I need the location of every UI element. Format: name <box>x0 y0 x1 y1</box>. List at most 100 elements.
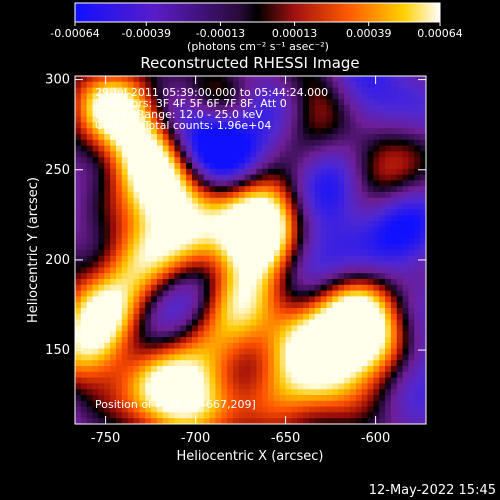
heatmap-cell <box>75 319 82 326</box>
heatmap-cell <box>145 279 152 286</box>
heatmap-cell <box>385 203 392 210</box>
heatmap-cell <box>168 174 176 181</box>
heatmap-cell <box>414 296 421 303</box>
heatmap-cell <box>174 163 181 170</box>
heatmap-cell <box>390 215 398 222</box>
heatmap-cell <box>297 319 304 326</box>
heatmap-cell <box>192 197 199 205</box>
heatmap-cell <box>86 157 94 164</box>
heatmap-cell <box>355 290 363 297</box>
heatmap-cell <box>332 105 339 112</box>
heatmap-cell <box>256 128 263 135</box>
heatmap-cell <box>297 151 304 158</box>
heatmap-cell <box>367 76 374 83</box>
heatmap-cell <box>186 226 193 234</box>
heatmap-cell <box>203 325 211 332</box>
heatmap-cell <box>75 255 82 263</box>
heatmap-cell <box>367 192 374 199</box>
heatmap-cell <box>373 284 380 292</box>
heatmap-cell <box>262 360 269 367</box>
heatmap-cell <box>344 337 351 344</box>
heatmap-cell <box>139 215 146 222</box>
heatmap-cell <box>92 325 99 332</box>
heatmap-cell <box>373 232 380 239</box>
heatmap-cell <box>110 180 117 187</box>
heatmap-cell <box>349 348 357 355</box>
heatmap-cell <box>192 163 199 170</box>
heatmap-cell <box>168 383 176 390</box>
heatmap-cell <box>75 209 82 216</box>
heatmap-cell <box>244 232 252 239</box>
heatmap-cell <box>238 116 246 123</box>
heatmap-cell <box>297 383 304 390</box>
heatmap-cell <box>180 296 187 303</box>
heatmap-cell <box>420 290 426 297</box>
heatmap-cell <box>115 99 123 106</box>
heatmap-cell <box>385 406 392 413</box>
heatmap-cell <box>75 116 82 123</box>
heatmap-cell <box>320 290 328 297</box>
heatmap-cell <box>279 93 287 100</box>
heatmap-cell <box>402 296 410 303</box>
heatmap-cell <box>320 76 328 83</box>
heatmap-cell <box>98 279 105 286</box>
heatmap-cell <box>338 221 345 228</box>
heatmap-cell <box>92 395 99 402</box>
heatmap-cell <box>86 99 94 106</box>
heatmap-cell <box>133 99 140 106</box>
heatmap-cell <box>121 226 129 234</box>
heatmap-cell <box>279 186 287 193</box>
heatmap-cell <box>238 197 246 205</box>
heatmap-cell <box>361 168 369 176</box>
heatmap-cell <box>349 366 357 373</box>
heatmap-cell <box>186 273 193 280</box>
heatmap-cell <box>355 186 363 193</box>
heatmap-cell <box>268 406 275 413</box>
heatmap-cell <box>408 308 415 315</box>
heatmap-cell <box>373 261 380 268</box>
heatmap-cell <box>98 296 105 303</box>
heatmap-cell <box>320 192 328 199</box>
heatmap-cell <box>192 261 199 268</box>
heatmap-cell <box>320 279 328 286</box>
heatmap-cell <box>408 93 415 100</box>
heatmap-cell <box>250 354 257 361</box>
heatmap-cell <box>232 337 240 344</box>
heatmap-cell <box>104 267 111 274</box>
heatmap-cell <box>385 255 392 263</box>
heatmap-cell <box>291 151 298 158</box>
heatmap-cell <box>326 238 333 245</box>
heatmap-cell <box>285 383 293 390</box>
heatmap-cell <box>297 134 304 141</box>
heatmap-cell <box>309 313 316 321</box>
heatmap-cell <box>75 267 82 274</box>
heatmap-cell <box>209 371 216 379</box>
heatmap-cell <box>110 331 117 338</box>
heatmap-cell <box>303 105 310 112</box>
heatmap-cell <box>110 203 117 210</box>
heatmap-cell <box>268 116 275 123</box>
heatmap-cell <box>385 313 392 321</box>
heatmap-cell <box>232 81 240 89</box>
heatmap-cell <box>121 157 129 164</box>
heatmap-cell <box>145 290 152 297</box>
heatmap-cell <box>338 209 345 216</box>
heatmap-cell <box>414 232 421 239</box>
heatmap-cell <box>215 284 222 292</box>
heatmap-cell <box>385 377 392 384</box>
heatmap-cell <box>367 302 374 309</box>
heatmap-cell <box>115 331 123 338</box>
heatmap-cell <box>285 139 293 147</box>
heatmap-cell <box>408 377 415 384</box>
heatmap-cell <box>268 342 275 350</box>
heatmap-cell <box>75 232 82 239</box>
heatmap-cell <box>115 325 123 332</box>
heatmap-cell <box>98 168 105 176</box>
heatmap-cell <box>244 244 252 251</box>
heatmap-cell <box>291 244 298 251</box>
heatmap-cell <box>186 157 193 164</box>
heatmap-cell <box>215 389 222 396</box>
heatmap-cell <box>390 151 398 158</box>
heatmap-cell <box>168 151 176 158</box>
heatmap-cell <box>256 389 263 396</box>
